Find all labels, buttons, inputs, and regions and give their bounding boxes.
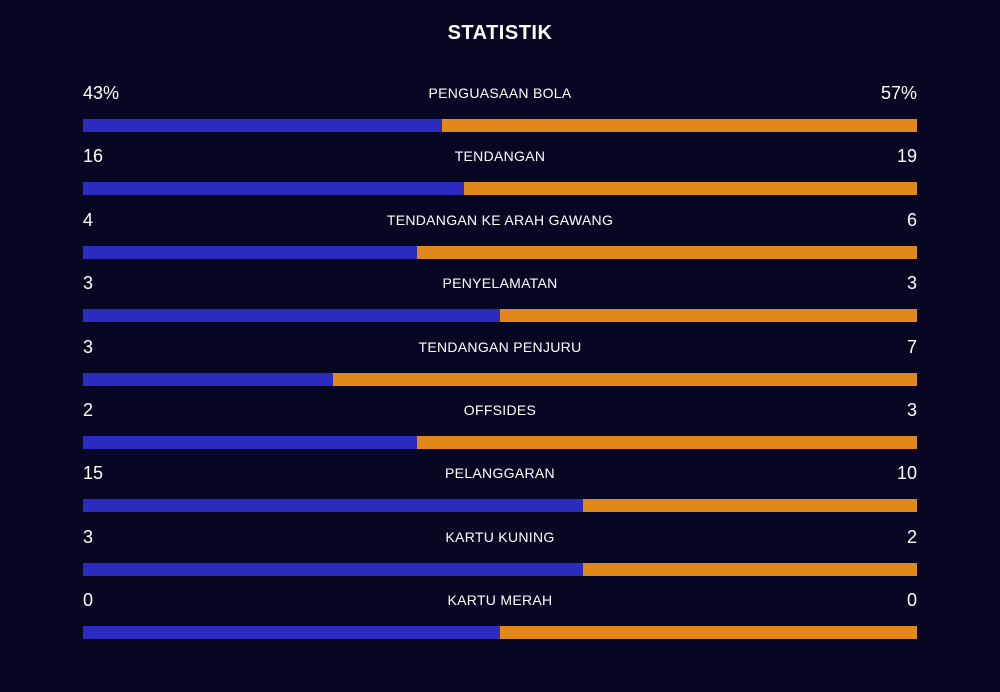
stat-row-tendangan: 16 TENDANGAN 19 bbox=[83, 143, 917, 206]
away-bar-segment bbox=[500, 626, 917, 640]
home-bar-segment bbox=[83, 372, 334, 386]
home-value: 2 bbox=[83, 399, 94, 420]
away-bar-segment bbox=[333, 372, 917, 386]
stat-label: PELANGGARAN bbox=[445, 465, 555, 482]
home-value: 4 bbox=[83, 209, 94, 230]
stat-row-penyelamatan: 3 PENYELAMATAN 3 bbox=[83, 270, 917, 333]
away-bar-segment bbox=[583, 562, 917, 576]
home-value: 16 bbox=[83, 146, 104, 167]
comparison-bar bbox=[83, 119, 917, 132]
away-value: 6 bbox=[906, 209, 917, 230]
home-bar-segment bbox=[83, 626, 500, 640]
stat-label: KARTU KUNING bbox=[445, 528, 555, 545]
comparison-bar bbox=[83, 626, 917, 640]
stat-label: PENYELAMATAN bbox=[442, 275, 558, 292]
home-value: 3 bbox=[83, 273, 94, 294]
comparison-bar bbox=[83, 562, 917, 576]
stat-row-penguasaan-bola: 43% PENGUASAAN BOLA 57% bbox=[83, 80, 917, 143]
stat-row-tendangan-penjuru: 3 TENDANGAN PENJURU 7 bbox=[83, 334, 917, 397]
stat-label: PENGUASAAN BOLA bbox=[428, 85, 572, 101]
away-bar-segment bbox=[464, 182, 917, 196]
home-bar-segment bbox=[83, 499, 584, 513]
stat-row-offsides: 2 OFFSIDES 3 bbox=[83, 397, 917, 460]
comparison-bar bbox=[83, 372, 917, 386]
home-value: 0 bbox=[83, 590, 94, 611]
away-value: 10 bbox=[896, 463, 917, 484]
away-bar-segment bbox=[500, 309, 917, 323]
away-value: 0 bbox=[906, 590, 917, 611]
stat-label: TENDANGAN KE ARAH GAWANG bbox=[386, 211, 614, 228]
away-value: 3 bbox=[906, 399, 917, 420]
home-bar-segment bbox=[83, 182, 465, 196]
away-value: 7 bbox=[906, 336, 917, 357]
away-bar-segment bbox=[416, 435, 917, 449]
stat-label: OFFSIDES bbox=[463, 401, 537, 418]
comparison-bar bbox=[83, 499, 917, 513]
comparison-bar bbox=[83, 435, 917, 449]
home-bar-segment bbox=[83, 435, 417, 449]
away-value: 19 bbox=[896, 146, 917, 167]
away-bar-segment bbox=[583, 499, 917, 513]
stat-row-kartu-merah: 0 KARTU MERAH 0 bbox=[83, 587, 917, 650]
home-bar-segment bbox=[83, 309, 500, 323]
home-value: 15 bbox=[83, 463, 104, 484]
away-value: 2 bbox=[906, 526, 917, 547]
away-bar-segment bbox=[441, 119, 917, 132]
away-value: 3 bbox=[906, 273, 917, 294]
comparison-bar bbox=[83, 182, 917, 196]
comparison-bar bbox=[83, 245, 917, 259]
away-bar-segment bbox=[416, 245, 917, 259]
stat-label: TENDANGAN PENJURU bbox=[418, 338, 582, 355]
home-value: 3 bbox=[83, 336, 94, 357]
home-value: 43% bbox=[83, 83, 120, 103]
home-bar-segment bbox=[83, 119, 442, 132]
stat-row-kartu-kuning: 3 KARTU KUNING 2 bbox=[83, 524, 917, 587]
away-value: 57% bbox=[880, 83, 917, 103]
home-value: 3 bbox=[83, 526, 94, 547]
home-bar-segment bbox=[83, 562, 584, 576]
stats-list: 43% PENGUASAAN BOLA 57% 16 TENDANGAN 19 … bbox=[83, 80, 917, 651]
stat-label: TENDANGAN bbox=[454, 148, 546, 165]
stat-label: KARTU MERAH bbox=[447, 592, 553, 609]
stat-row-tendangan-ke-arah-gawang: 4 TENDANGAN KE ARAH GAWANG 6 bbox=[83, 207, 917, 270]
page-title: STATISTIK bbox=[447, 22, 553, 44]
comparison-bar bbox=[83, 309, 917, 323]
stat-row-pelanggaran: 15 PELANGGARAN 10 bbox=[83, 460, 917, 523]
home-bar-segment bbox=[83, 245, 417, 259]
